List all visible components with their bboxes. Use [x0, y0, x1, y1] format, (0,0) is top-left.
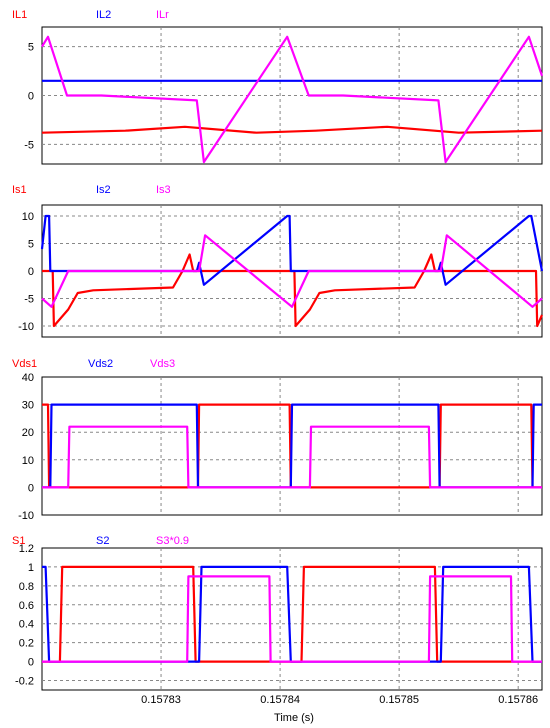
series-line-is2: [40, 214, 544, 286]
series-line-vds2: [42, 403, 542, 489]
legend-entry-il1: IL1: [12, 9, 27, 21]
ytick-label: -10: [18, 321, 34, 333]
ytick-label: 0: [28, 266, 34, 278]
ytick-label: 1.2: [19, 543, 34, 555]
legend-entry-s1: S1: [12, 535, 25, 547]
ytick-label: 10: [22, 455, 34, 467]
series-line-il1: [41, 125, 543, 134]
series-line-ilr: [41, 35, 544, 164]
ytick-label: 0.6: [19, 600, 34, 612]
ytick-label: 0.2: [19, 638, 34, 650]
ytick-label: 30: [22, 400, 34, 412]
series-line-s3-0-9: [42, 575, 542, 663]
ytick-label: 20: [22, 427, 34, 439]
legend-entry-is3: Is3: [156, 184, 171, 196]
ytick-label: 0.4: [19, 619, 34, 631]
legend-entry-vds3: Vds3: [150, 358, 175, 370]
ytick-label: -5: [24, 294, 34, 306]
legend-entry-is2: Is2: [96, 184, 111, 196]
series-line-vds3: [42, 425, 542, 489]
legend-entry-s2: S2: [96, 535, 109, 547]
legend-entry-il2: IL2: [96, 9, 111, 21]
ytick-label: -5: [24, 139, 34, 151]
xtick-label: 0.15786: [498, 694, 538, 706]
xtick-label: 0.15785: [379, 694, 419, 706]
plot-frame-4: [41, 547, 543, 691]
legend-entry-ilr: ILr: [156, 9, 169, 21]
series-line-vds1: [42, 403, 542, 489]
ytick-label: 40: [22, 372, 34, 384]
ytick-label: 1: [28, 562, 34, 574]
ytick-label: 0: [28, 91, 34, 103]
legend-entry-s3-0-9: S3*0.9: [156, 535, 189, 547]
ytick-label: 0: [28, 482, 34, 494]
ytick-label: -0.2: [15, 676, 34, 688]
ytick-label: -10: [18, 510, 34, 522]
ytick-label: 0: [28, 657, 34, 669]
legend-entry-vds1: Vds1: [12, 358, 37, 370]
series-line-is3: [41, 234, 543, 308]
series-line-s1: [42, 565, 542, 663]
xtick-label: 0.15783: [141, 694, 181, 706]
x-axis-label: Time (s): [274, 712, 314, 724]
legend-entry-vds2: Vds2: [88, 358, 113, 370]
ytick-label: 10: [22, 211, 34, 223]
series-line-s2: [42, 565, 542, 663]
xtick-label: 0.15784: [260, 694, 300, 706]
legend-entry-is1: Is1: [12, 184, 27, 196]
ytick-label: 0.8: [19, 581, 34, 593]
ytick-label: 5: [28, 42, 34, 54]
ytick-label: 5: [28, 239, 34, 251]
